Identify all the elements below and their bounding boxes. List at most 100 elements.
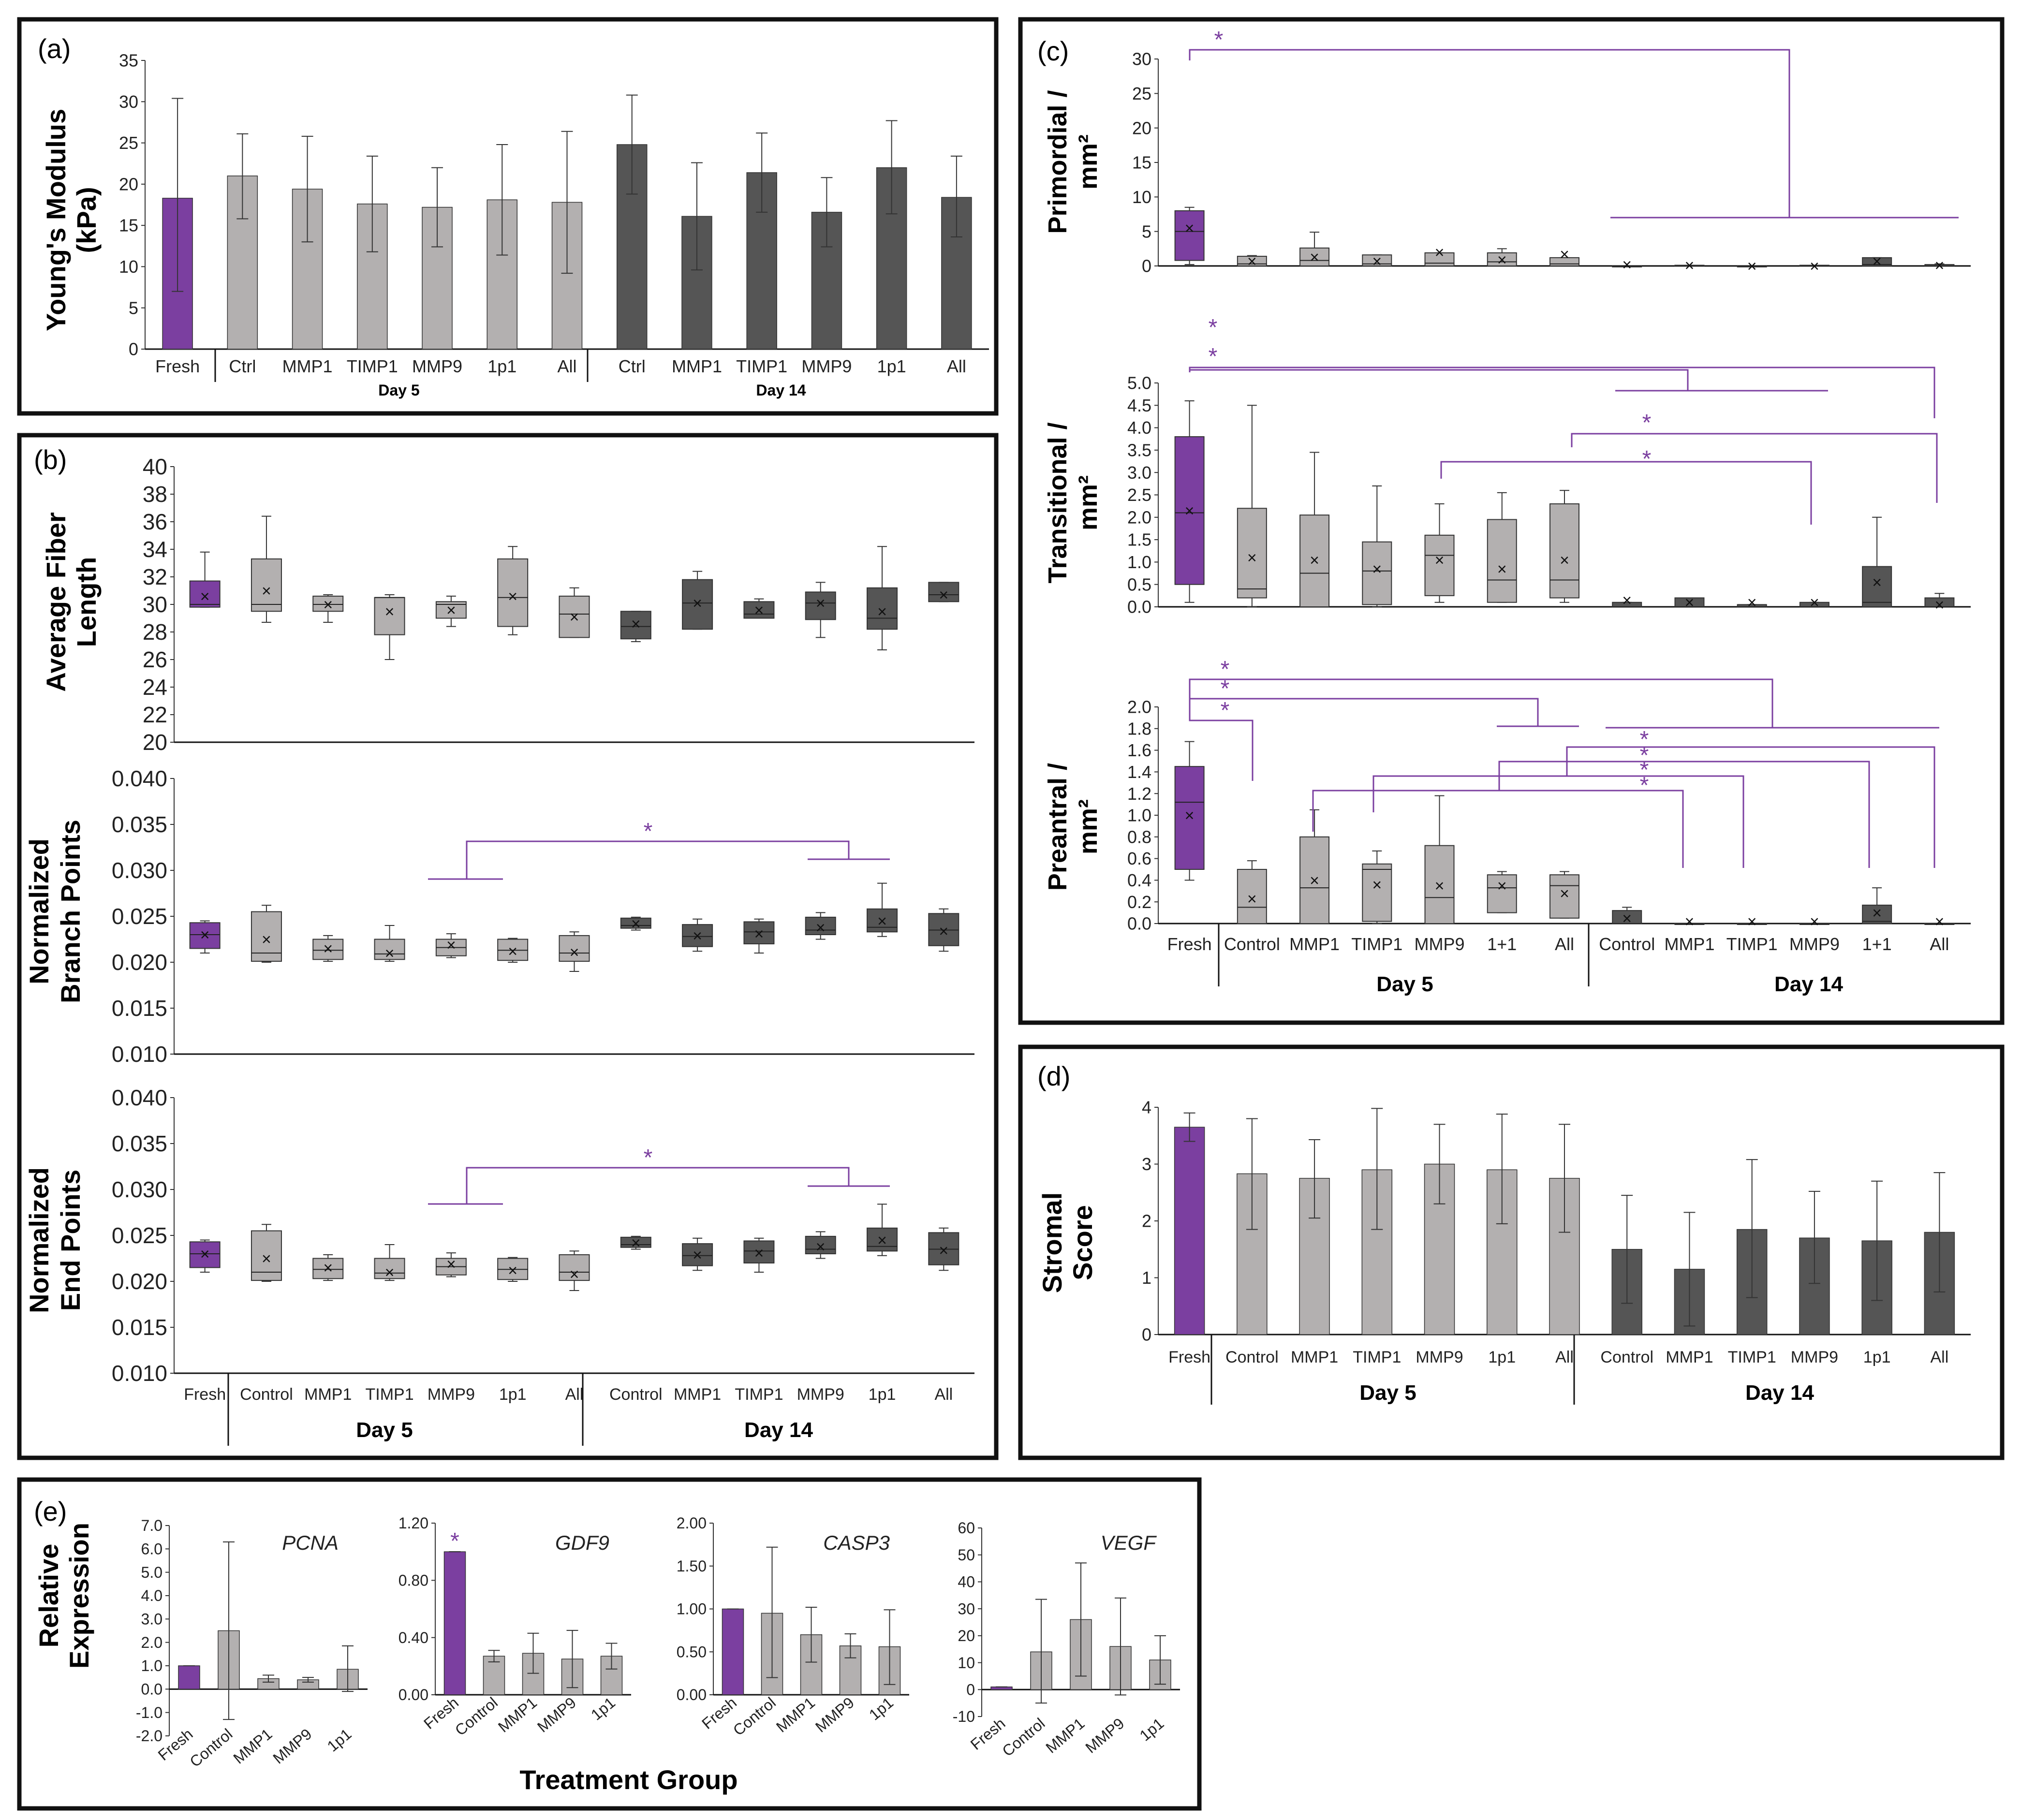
box — [867, 908, 898, 933]
x-tick-label: All — [1930, 934, 1949, 954]
panel-b-day14-label: Day 14 — [744, 1418, 813, 1442]
x-tick-label: Fresh — [1167, 934, 1212, 954]
y-tick-label: 20 — [1132, 118, 1151, 138]
panel-c1-ylabel-line1: Primordial / — [1043, 90, 1072, 234]
mean-marker: × — [1685, 913, 1695, 931]
panel-c-frame — [1018, 17, 2005, 1025]
mean-marker: × — [200, 587, 210, 606]
panel-c3-ylabel-line2: mm² — [1074, 799, 1103, 854]
y-tick-label: 0.025 — [112, 904, 167, 929]
x-tick-label: 1p1 — [1488, 1348, 1516, 1366]
mean-marker: × — [1247, 890, 1257, 908]
panel-d-day14-label: Day 14 — [1745, 1381, 1814, 1405]
x-tick-label: TIMP1 — [366, 1385, 414, 1404]
y-tick-label: 1.20 — [398, 1514, 428, 1532]
chart-b2: 0.010 0.015 0.020 0.025 0.030 0.035 0.040 × × × × ×… — [112, 766, 974, 1067]
y-tick-label: 5.0 — [141, 1564, 162, 1581]
x-tick-label: Control — [1225, 1348, 1279, 1366]
y-tick-label: 2.0 — [1127, 507, 1151, 527]
y-tick-label: 30 — [1132, 49, 1151, 69]
mean-marker: × — [1435, 877, 1445, 895]
significance-star: * — [1640, 743, 1649, 768]
x-tick-label: MMP1 — [304, 1385, 352, 1404]
mean-marker: × — [1810, 257, 1819, 276]
y-tick-label: 7.0 — [141, 1517, 162, 1534]
y-tick-label: 5 — [1142, 221, 1151, 241]
y-tick-label: 0.040 — [112, 766, 167, 791]
y-tick-label: 0.010 — [112, 1042, 167, 1067]
y-tick-label: 60 — [958, 1519, 975, 1537]
x-tick-label: 1p1 — [499, 1385, 527, 1404]
y-tick-label: 38 — [143, 482, 167, 507]
y-tick-label: 35 — [119, 51, 138, 71]
box — [559, 1254, 590, 1281]
x-tick-label: TIMP1 — [1351, 934, 1402, 954]
box — [1862, 904, 1892, 925]
mean-marker: × — [1747, 257, 1757, 276]
y-tick-label: 0.4 — [1127, 870, 1151, 890]
mean-marker: × — [1560, 884, 1569, 903]
mean-marker: × — [693, 927, 702, 945]
y-tick-label: -10 — [953, 1708, 975, 1725]
panel-e-ylabel-line1: Relative — [33, 1544, 64, 1648]
bar — [178, 1665, 200, 1690]
y-tick-label: 0.035 — [112, 812, 167, 837]
significance-bracket — [1571, 433, 1938, 503]
y-tick-label: 0.0 — [1127, 597, 1151, 617]
y-tick-label: 1.4 — [1127, 762, 1151, 782]
x-tick-label: MMP9 — [412, 356, 462, 376]
mean-marker: × — [1872, 904, 1882, 923]
box — [743, 921, 775, 945]
significance-star: * — [1640, 727, 1649, 752]
x-tick-label: MMP1 — [674, 1385, 721, 1404]
box — [1549, 503, 1579, 599]
chart-title: GDF9 — [555, 1531, 609, 1554]
y-tick-label: 0.00 — [398, 1686, 428, 1703]
y-tick-label: 0.0 — [1127, 914, 1151, 934]
panel-b2-ylabel-line1: Normalized — [24, 838, 54, 984]
y-tick-label: 0 — [966, 1681, 975, 1698]
mean-marker: × — [1810, 594, 1819, 612]
y-tick-label: 20 — [119, 174, 138, 194]
x-tick-label: All — [1555, 1348, 1574, 1366]
x-tick-label: Control — [1600, 1348, 1653, 1366]
panel-d-label: (d) — [1037, 1061, 1070, 1091]
box — [1299, 514, 1330, 608]
box — [1424, 252, 1455, 266]
box — [805, 1235, 836, 1254]
y-tick-label: 26 — [143, 647, 167, 672]
significance-star: * — [1221, 676, 1230, 702]
box — [1174, 436, 1205, 585]
y-tick-label: 6.0 — [141, 1541, 162, 1558]
x-tick-label: 1p1 — [869, 1385, 896, 1404]
y-tick-label: 30 — [119, 92, 138, 112]
panel-b2-ylabel-line2: Branch Points — [55, 820, 86, 1003]
chart-title: CASP3 — [823, 1531, 890, 1554]
panel-c2-ylabel-line2: mm² — [1074, 475, 1103, 530]
x-tick-label: TIMP1 — [1728, 1348, 1776, 1366]
y-tick-label: 15 — [1132, 153, 1151, 173]
box — [189, 1241, 221, 1268]
box — [1299, 247, 1330, 267]
box — [559, 935, 590, 962]
y-tick-label: 0.015 — [112, 996, 167, 1021]
box — [189, 580, 221, 608]
x-tick-label: 1p1 — [877, 356, 906, 376]
mean-marker: × — [1934, 913, 1944, 931]
y-tick-label: 25 — [1132, 84, 1151, 103]
y-tick-label: 0.80 — [398, 1572, 428, 1589]
x-tick-label: Control — [240, 1385, 293, 1404]
mean-marker: × — [323, 1259, 333, 1277]
panel-d-day5-label: Day 5 — [1359, 1381, 1416, 1405]
mean-marker: × — [1247, 549, 1257, 567]
box — [374, 1258, 405, 1279]
x-tick-label: TIMP1 — [1353, 1348, 1401, 1366]
mean-marker: × — [323, 596, 333, 614]
y-tick-label: 4 — [1142, 1098, 1151, 1117]
x-tick-label: MMP1 — [1664, 934, 1714, 954]
x-tick-label: 1+1 — [1862, 934, 1892, 954]
y-tick-label: 10 — [958, 1654, 975, 1672]
panel-b3-ylabel-line2: End Points — [55, 1170, 86, 1311]
mean-marker: × — [446, 1255, 456, 1274]
x-tick-label: 1p1 — [487, 356, 516, 376]
